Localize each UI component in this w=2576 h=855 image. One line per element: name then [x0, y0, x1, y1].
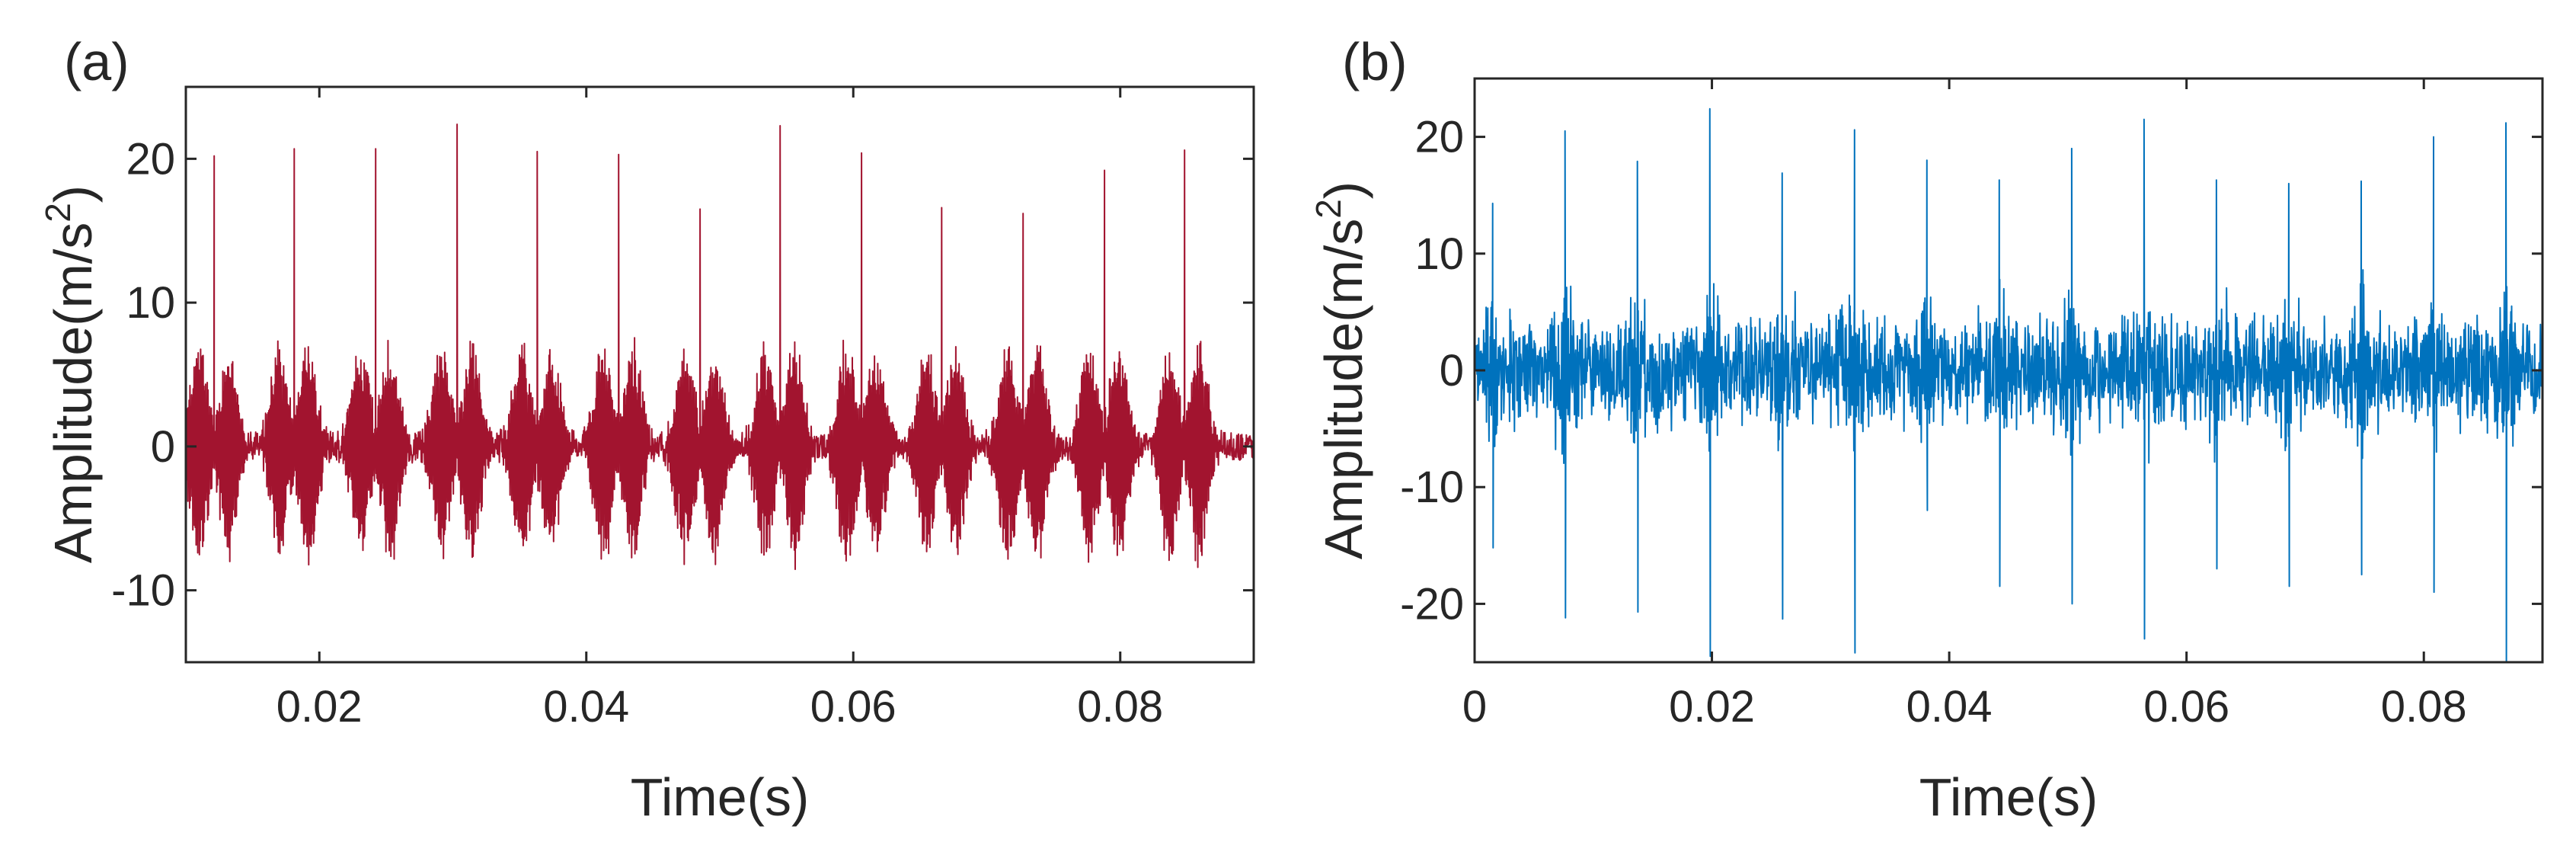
y-tick-label: 10 [1414, 229, 1464, 279]
panel-b-signal-line [1474, 107, 2543, 663]
panel-b: (b) 0 0.02 0.04 0.06 0.08 -20 -10 0 10 20 Time(s… [1309, 32, 2544, 827]
panel-a-x-ticks: 0.02 0.04 0.06 0.08 [276, 87, 1163, 732]
x-tick-label: 0.08 [2381, 682, 2467, 732]
y-tick-label: 0 [151, 422, 175, 472]
panel-a: (a) 0.02 0.04 0.06 0.08 -10 0 10 20 Time(s) Am… [38, 32, 1255, 827]
panel-b-y-axis-label-text: Amplitude(m/s [1314, 219, 1373, 559]
y-tick-label: 20 [1414, 113, 1464, 162]
x-tick-label: 0.06 [2143, 682, 2229, 732]
y-tick-label: 20 [126, 134, 175, 184]
panel-a-y-axis-label-superscript: 2 [38, 203, 78, 223]
x-tick-label: 0.06 [810, 682, 896, 732]
y-tick-label: 10 [126, 278, 175, 328]
y-tick-label: -20 [1400, 579, 1464, 629]
panel-a-y-ticks: -10 0 10 20 [111, 134, 1254, 616]
x-tick-label: 0.02 [1669, 682, 1755, 732]
panel-b-y-ticks: -20 -10 0 10 20 [1400, 113, 2542, 629]
panel-b-label: (b) [1342, 32, 1408, 91]
y-tick-label: -10 [111, 566, 175, 616]
x-tick-label: 0.02 [276, 682, 363, 732]
panel-b-y-axis-label-close: ) [1314, 181, 1373, 199]
x-tick-label: 0.04 [1906, 682, 1993, 732]
panel-b-x-ticks: 0 0.02 0.04 0.06 0.08 [1462, 78, 2467, 732]
x-tick-label: 0 [1462, 682, 1487, 732]
y-tick-label: 0 [1440, 346, 1464, 395]
panel-a-y-axis-label-close: ) [43, 185, 103, 203]
panel-a-signal-line [185, 123, 1254, 571]
panel-b-y-axis-label-superscript: 2 [1309, 199, 1348, 219]
panel-b-y-axis-label: Amplitude(m/s2) [1309, 181, 1373, 559]
panel-a-axes-box [184, 85, 1255, 664]
x-tick-label: 0.08 [1077, 682, 1163, 732]
panel-a-y-axis-label-text: Amplitude(m/s [43, 223, 103, 563]
panel-a-label: (a) [64, 32, 129, 91]
x-tick-label: 0.04 [543, 682, 629, 732]
panel-b-x-axis-label: Time(s) [1919, 767, 2098, 827]
panel-a-x-axis-label: Time(s) [631, 767, 810, 827]
panel-a-y-axis-label: Amplitude(m/s2) [38, 185, 103, 563]
y-tick-label: -10 [1400, 463, 1464, 512]
